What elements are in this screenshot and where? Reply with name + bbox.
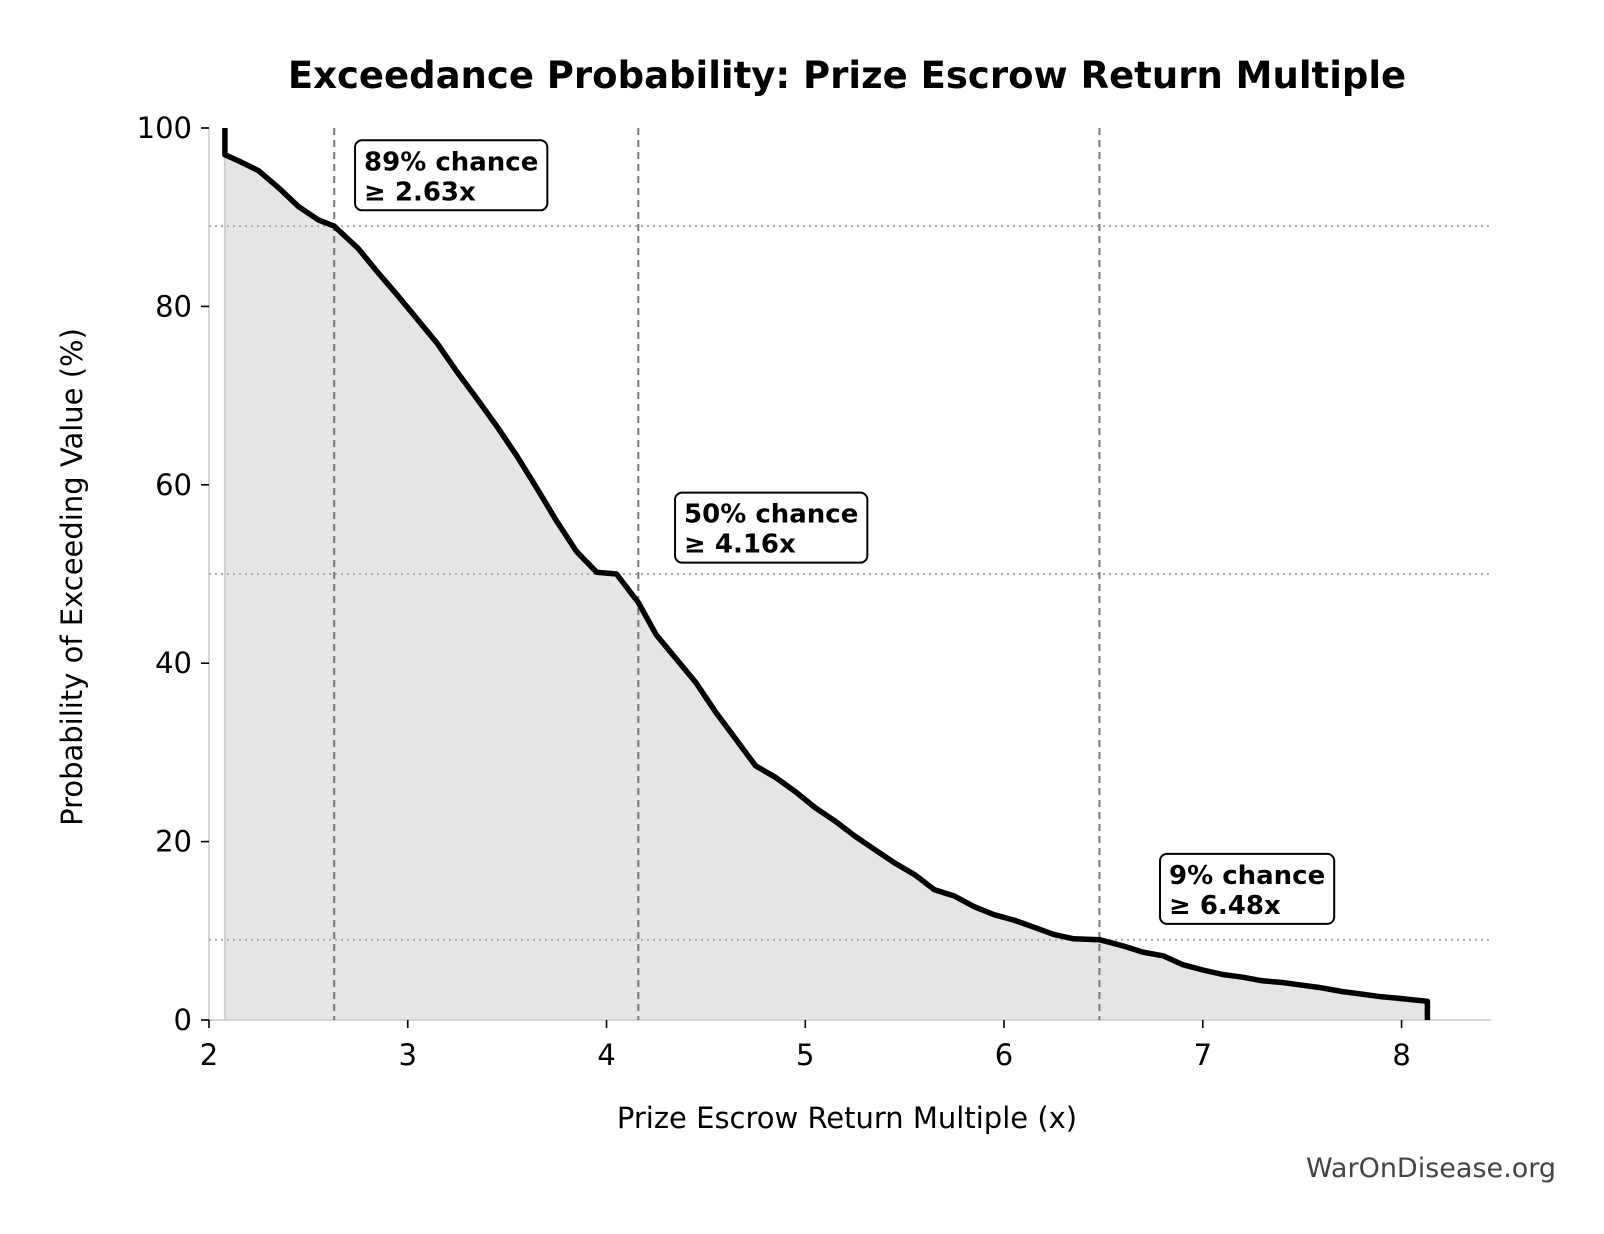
x-tick-label: 2 xyxy=(200,1038,218,1072)
x-axis-ticks: 2 3 4 5 6 7 8 xyxy=(200,1020,1411,1072)
annotation-3: 9% chance≥ 6.48x xyxy=(1159,852,1336,925)
annotation-1: 89% chance≥ 2.63x xyxy=(354,139,549,212)
annotation-2: 50% chance≥ 4.16x xyxy=(674,491,869,564)
watermark-text: WarOnDisease.org xyxy=(1306,1153,1556,1184)
annotation-line-1: 89% chance xyxy=(364,147,538,177)
probability-reference-lines xyxy=(209,225,1491,941)
x-tick-label: 7 xyxy=(1194,1038,1212,1072)
chart-title: Exceedance Probability: Prize Escrow Ret… xyxy=(288,54,1406,97)
y-axis-ticks: 0 20 40 60 80 100 xyxy=(137,111,209,1037)
annotation-line-1: 9% chance xyxy=(1169,861,1325,891)
y-tick-label: 0 xyxy=(174,1003,192,1037)
x-tick-label: 4 xyxy=(597,1038,615,1072)
x-tick-label: 6 xyxy=(995,1038,1013,1072)
annotation-line-1: 50% chance xyxy=(684,500,858,530)
exceedance-curve xyxy=(222,128,1431,1020)
annotation-line-2: ≥ 4.16x xyxy=(684,530,796,560)
x-tick-label: 8 xyxy=(1392,1038,1410,1072)
y-tick-label: 60 xyxy=(155,468,192,502)
x-axis-label: Prize Escrow Return Multiple (x) xyxy=(617,1101,1077,1135)
annotation-box xyxy=(674,491,869,564)
y-axis-label: Probability of Exceeding Value (%) xyxy=(55,328,89,826)
annotation-line-2: ≥ 6.48x xyxy=(1169,891,1281,921)
x-tick-label: 5 xyxy=(796,1038,814,1072)
exceedance-curve-layer xyxy=(222,128,1431,1020)
annotation-box xyxy=(1159,852,1336,925)
annotation-boxes: 89% chance≥ 2.63x 50% chance≥ 4.16x 9% cha… xyxy=(354,139,1336,925)
y-tick-label: 20 xyxy=(155,825,192,859)
annotation-line-2: ≥ 2.63x xyxy=(364,177,476,207)
area-fill-layer xyxy=(223,128,1428,1020)
y-tick-label: 40 xyxy=(155,646,192,680)
value-reference-lines xyxy=(333,128,1101,1020)
area-under-curve xyxy=(224,128,1428,1020)
y-tick-label: 80 xyxy=(155,289,192,323)
annotation-box xyxy=(354,139,549,212)
x-tick-label: 3 xyxy=(399,1038,417,1072)
y-tick-label: 100 xyxy=(137,111,192,145)
